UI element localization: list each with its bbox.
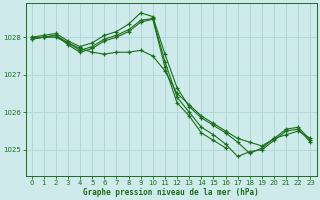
X-axis label: Graphe pression niveau de la mer (hPa): Graphe pression niveau de la mer (hPa): [83, 188, 259, 197]
